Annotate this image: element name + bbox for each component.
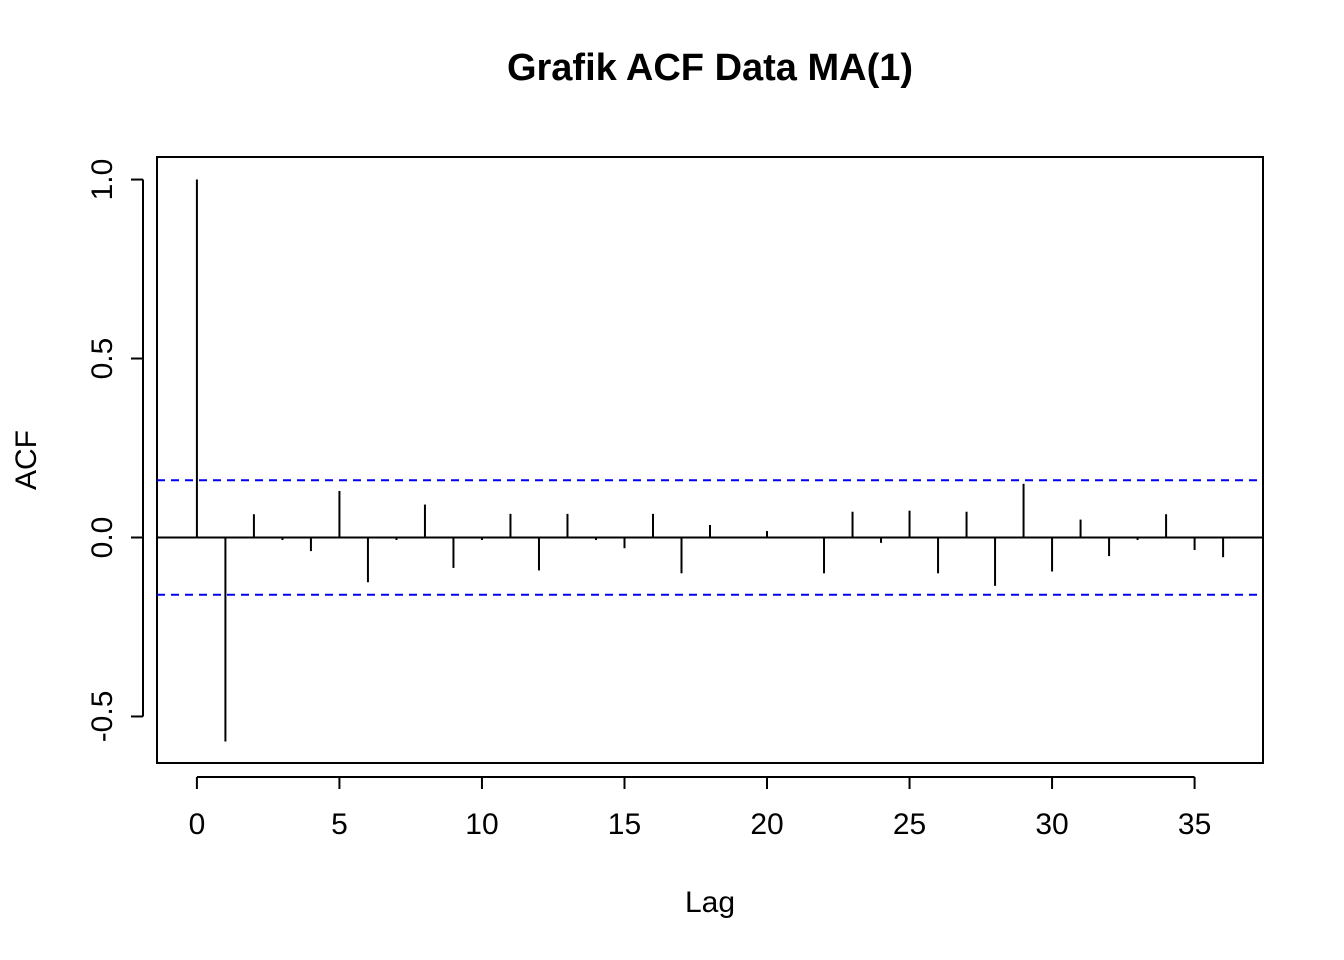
x-tick-label-15: 15: [608, 808, 641, 841]
x-axis: 0 5 10 15 20 25 30 35: [189, 776, 1211, 841]
acf-bars: [195, 179, 1225, 742]
y-tick-label--0.5: -0.5: [86, 691, 119, 743]
chart-title: Grafik ACF Data MA(1): [507, 47, 913, 89]
plot-frame: [156, 156, 1264, 764]
x-tick-label-25: 25: [893, 808, 926, 841]
x-tick-label-10: 10: [465, 808, 498, 841]
x-tick-label-5: 5: [331, 808, 348, 841]
x-tick-label-35: 35: [1178, 808, 1211, 841]
x-tick-label-0: 0: [189, 808, 206, 841]
y-tick-label-1.0: 1.0: [86, 159, 119, 201]
x-axis-label: Lag: [685, 886, 735, 919]
y-axis-label: ACF: [10, 430, 43, 490]
y-tick-label-0.0: 0.0: [86, 517, 119, 559]
x-tick-label-30: 30: [1035, 808, 1068, 841]
y-tick-label-0.5: 0.5: [86, 338, 119, 380]
x-tick-label-20: 20: [750, 808, 783, 841]
y-axis: -0.5 0.0 0.5 1.0: [86, 159, 144, 743]
confidence-lines: [157, 479, 1263, 596]
